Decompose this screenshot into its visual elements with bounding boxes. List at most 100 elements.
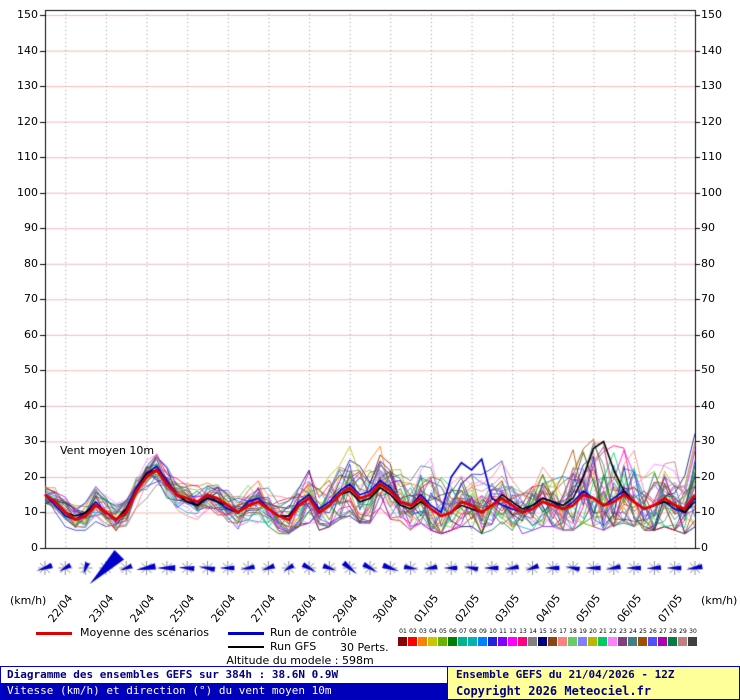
legend-gfs-label: Run GFS bbox=[270, 640, 317, 653]
pert-number: 19 bbox=[579, 628, 587, 635]
pert-number: 10 bbox=[489, 628, 497, 635]
pert-number: 14 bbox=[529, 628, 537, 635]
pert-swatch bbox=[678, 637, 687, 646]
y-tick-label-left: 120 bbox=[17, 114, 38, 128]
pert-swatch bbox=[408, 637, 417, 646]
y-tick-label-right: 40 bbox=[701, 398, 715, 412]
pert-swatch bbox=[588, 637, 597, 646]
diagram-title-box: Diagramme des ensembles GEFS sur 384h : … bbox=[0, 666, 448, 700]
pert-number: 25 bbox=[639, 628, 647, 635]
pert-swatch bbox=[528, 637, 537, 646]
y-tick-label-left: 80 bbox=[24, 256, 38, 270]
pert-swatch bbox=[648, 637, 657, 646]
pert-swatch bbox=[618, 637, 627, 646]
pert-number: 23 bbox=[619, 628, 627, 635]
pert-number: 16 bbox=[549, 628, 557, 635]
y-tick-label-left: 90 bbox=[24, 221, 38, 235]
y-tick-label-right: 50 bbox=[701, 363, 715, 377]
pert-number: 26 bbox=[649, 628, 657, 635]
pert-number: 12 bbox=[509, 628, 517, 635]
copyright-label: Copyright 2026 Meteociel.fr bbox=[456, 684, 652, 698]
y-tick-label-left: 110 bbox=[17, 150, 38, 164]
pert-swatch bbox=[658, 637, 667, 646]
gfs-line-swatch bbox=[228, 646, 264, 648]
y-tick-label-right: 0 bbox=[701, 541, 708, 554]
bottom-info-bar: Diagramme des ensembles GEFS sur 384h : … bbox=[0, 666, 740, 700]
pert-number: 07 bbox=[459, 628, 467, 635]
pert-swatch bbox=[688, 637, 697, 646]
pert-number: 05 bbox=[439, 628, 447, 635]
pert-swatch bbox=[518, 637, 527, 646]
control-line-swatch bbox=[228, 632, 264, 635]
y-tick-label-right: 140 bbox=[701, 43, 722, 57]
pert-number: 02 bbox=[409, 628, 417, 635]
y-tick-label-left: 100 bbox=[17, 185, 38, 199]
ensemble-plot-canvas bbox=[0, 0, 740, 626]
pert-number: 24 bbox=[629, 628, 637, 635]
pert-number: 29 bbox=[679, 628, 687, 635]
y-tick-label-right: 70 bbox=[701, 292, 715, 306]
pert-swatch bbox=[428, 637, 437, 646]
y-tick-label-right: 100 bbox=[701, 185, 722, 199]
y-tick-label-right: 150 bbox=[701, 8, 722, 22]
pert-number: 21 bbox=[599, 628, 607, 635]
run-info-box: Ensemble GEFS du 21/04/2026 - 12Z Copyri… bbox=[448, 666, 740, 700]
y-tick-label-right: 90 bbox=[701, 221, 715, 235]
pert-number: 15 bbox=[539, 628, 547, 635]
y-tick-label-right: 110 bbox=[701, 150, 722, 164]
pert-swatch bbox=[548, 637, 557, 646]
pert-number: 27 bbox=[659, 628, 667, 635]
pert-swatch bbox=[478, 637, 487, 646]
pert-swatch bbox=[438, 637, 447, 646]
pert-number: 08 bbox=[469, 628, 477, 635]
pert-swatch bbox=[458, 637, 467, 646]
pert-swatch bbox=[578, 637, 587, 646]
diagram-subtitle: Vitesse (km/h) et direction (°) du vent … bbox=[1, 683, 447, 699]
y-tick-label-right: 10 bbox=[701, 505, 715, 519]
diagram-title: Diagramme des ensembles GEFS sur 384h : … bbox=[1, 667, 447, 683]
pert-swatch bbox=[568, 637, 577, 646]
pert-number-row: 01 02 03 04 05 06 07 08 09 10 11 12 13 14 15 16 17 18 19 20… bbox=[398, 628, 698, 635]
pert-swatch bbox=[508, 637, 517, 646]
pert-swatch bbox=[448, 637, 457, 646]
pert-number: 06 bbox=[449, 628, 457, 635]
pert-number: 09 bbox=[479, 628, 487, 635]
pert-swatch bbox=[468, 637, 477, 646]
run-info: Ensemble GEFS du 21/04/2026 - 12Z bbox=[456, 668, 675, 681]
pert-swatch bbox=[558, 637, 567, 646]
pert-number: 30 bbox=[689, 628, 697, 635]
y-tick-label-left: 40 bbox=[24, 398, 38, 412]
pert-swatch bbox=[598, 637, 607, 646]
pert-number: 13 bbox=[519, 628, 527, 635]
pert-number: 18 bbox=[569, 628, 577, 635]
pert-swatch bbox=[538, 637, 547, 646]
unit-label-left: (km/h) bbox=[10, 594, 47, 607]
y-tick-label-right: 130 bbox=[701, 79, 722, 93]
y-tick-label-left: 60 bbox=[24, 327, 38, 341]
pert-number: 01 bbox=[399, 628, 407, 635]
pert-swatch bbox=[668, 637, 677, 646]
y-tick-label-right: 30 bbox=[701, 434, 715, 448]
y-tick-label-left: 130 bbox=[17, 79, 38, 93]
y-tick-label-left: 50 bbox=[24, 363, 38, 377]
pert-number: 03 bbox=[419, 628, 427, 635]
pert-number: 04 bbox=[429, 628, 437, 635]
y-tick-label-right: 60 bbox=[701, 327, 715, 341]
inplot-wind-label: Vent moyen 10m bbox=[60, 444, 155, 457]
pert-swatch bbox=[498, 637, 507, 646]
model-altitude-label: Altitude du modele : 598m bbox=[226, 654, 374, 667]
pert-number: 11 bbox=[499, 628, 507, 635]
pert-number: 28 bbox=[669, 628, 677, 635]
y-tick-label-left: 20 bbox=[24, 469, 38, 483]
pert-swatch bbox=[608, 637, 617, 646]
pert-swatch bbox=[638, 637, 647, 646]
unit-label-right: (km/h) bbox=[701, 594, 738, 607]
pert-number: 17 bbox=[559, 628, 567, 635]
pert-number: 20 bbox=[589, 628, 597, 635]
y-tick-label-left: 150 bbox=[17, 8, 38, 22]
y-tick-label-left: 10 bbox=[24, 505, 38, 519]
pert-swatch bbox=[418, 637, 427, 646]
legend-control-label: Run de contrôle bbox=[270, 626, 357, 639]
legend-mean-label: Moyenne des scénarios bbox=[80, 626, 209, 639]
